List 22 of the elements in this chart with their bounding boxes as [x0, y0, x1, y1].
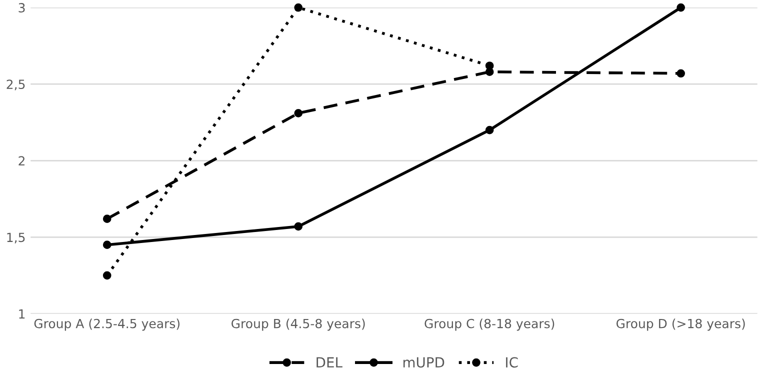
y-tick-label: 2 — [18, 156, 24, 166]
point — [676, 3, 686, 12]
point — [485, 62, 494, 70]
point — [294, 222, 303, 231]
x-tick-label: Group B (4.5-8 years) — [232, 318, 365, 331]
x-tick-label: Group C (8-18 years) — [424, 318, 554, 331]
point — [102, 240, 112, 250]
legend-label: IC — [506, 357, 518, 368]
point — [485, 126, 494, 134]
x-tick-label: Group D (>18 years) — [616, 318, 745, 331]
point — [294, 109, 303, 118]
y-tick-label: 1,5 — [7, 232, 25, 244]
point — [102, 271, 112, 280]
point — [102, 214, 112, 223]
legend-label: mUPD — [403, 357, 444, 368]
point — [676, 69, 686, 78]
y-tick-label: 1 — [19, 309, 25, 318]
point — [294, 3, 303, 12]
x-tick-label: Group A (2.5-4.5 years) — [34, 318, 180, 331]
y-tick-label: 3 — [18, 3, 25, 12]
y-tick-label: 2,5 — [6, 80, 25, 90]
legend-label: DEL — [316, 357, 342, 368]
